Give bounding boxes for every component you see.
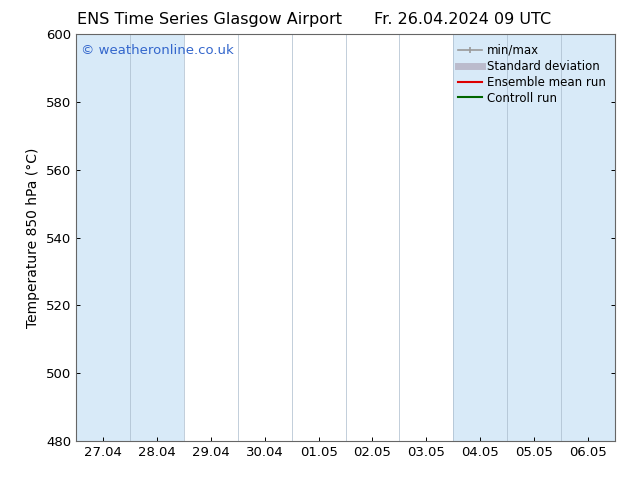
Bar	[507, 34, 561, 441]
Text: ENS Time Series Glasgow Airport: ENS Time Series Glasgow Airport	[77, 12, 342, 27]
Y-axis label: Temperature 850 hPa (°C): Temperature 850 hPa (°C)	[26, 147, 41, 328]
Text: Fr. 26.04.2024 09 UTC: Fr. 26.04.2024 09 UTC	[374, 12, 552, 27]
Bar	[130, 34, 184, 441]
Bar	[561, 34, 615, 441]
Bar	[453, 34, 507, 441]
Text: © weatheronline.co.uk: © weatheronline.co.uk	[81, 45, 234, 57]
Legend: min/max, Standard deviation, Ensemble mean run, Controll run: min/max, Standard deviation, Ensemble me…	[455, 40, 609, 108]
Bar	[76, 34, 130, 441]
